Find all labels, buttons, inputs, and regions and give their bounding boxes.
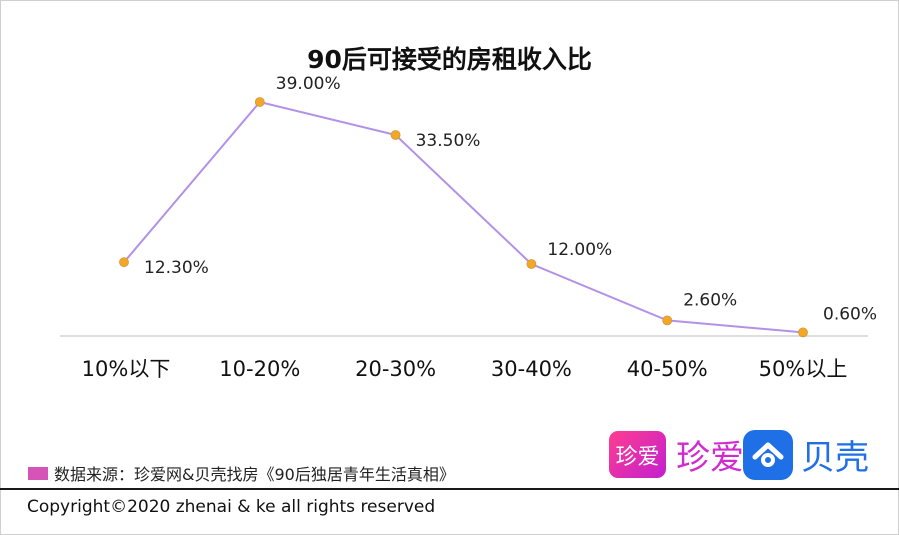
data-point-2 (254, 97, 265, 107)
data-point-5 (662, 315, 673, 326)
data-point-6 (798, 327, 808, 338)
source-note: 数据来源：珍爱网&贝壳找房《90后独居青年生活真相》 (28, 461, 455, 485)
chart-title: 90后可接受的房租收入比 (307, 45, 592, 74)
x-tick-label-2: 10-20% (219, 357, 300, 381)
data-label-2: 39.00% (276, 74, 341, 94)
data-point-4 (526, 259, 537, 269)
data-point-3 (390, 130, 401, 140)
ke-logo-text: 贝壳 (801, 438, 869, 478)
line-chart: 12.30% 39.00% 33.50% 12.00% 2.60% 0.60% 10%以下… (60, 74, 877, 381)
series-line (123, 100, 804, 334)
x-tick-labels: 10%以下 10-20% 20-30% 30-40% 40-50% 50%以上 (82, 357, 848, 381)
x-tick-label-6: 50%以上 (759, 357, 848, 381)
zhenai-logo-box: 珍爱 (609, 431, 666, 478)
data-point-1 (119, 257, 129, 268)
data-label-1: 12.30% (144, 258, 209, 278)
zhenai-logo-text: 珍爱 (676, 438, 744, 478)
x-tick-label-5: 40-50% (627, 357, 708, 381)
copyright-text: Copyright©2020 zhenai & ke all rights re… (27, 497, 436, 517)
zhenai-logo-box-text: 珍爱 (615, 444, 660, 470)
source-swatch (28, 466, 48, 480)
house-icon (743, 430, 793, 480)
data-label-3: 33.50% (416, 131, 481, 151)
data-label-6: 0.60% (823, 304, 877, 324)
data-label-4: 12.00% (547, 240, 612, 260)
data-markers (119, 97, 808, 338)
data-labels: 12.30% 39.00% 33.50% 12.00% 2.60% 0.60% (144, 74, 877, 324)
x-tick-label-3: 20-30% (355, 357, 436, 381)
x-tick-label-4: 30-40% (491, 357, 572, 381)
data-label-5: 2.60% (683, 290, 737, 310)
x-tick-label-1: 10%以下 (82, 357, 171, 381)
footer-divider (0, 488, 899, 490)
source-text: 数据来源：珍爱网&贝壳找房《90后独居青年生活真相》 (54, 465, 455, 484)
